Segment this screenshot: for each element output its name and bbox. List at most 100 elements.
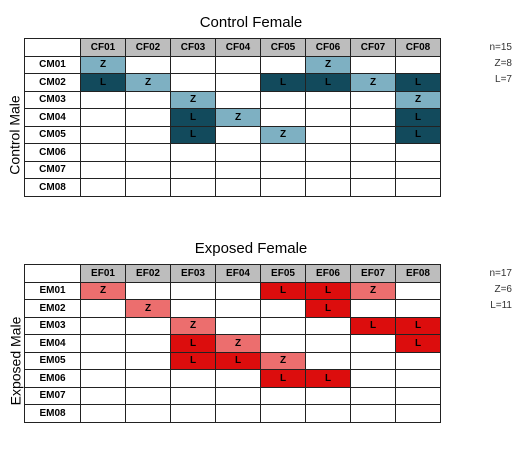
- cell-empty: [170, 299, 216, 318]
- table-row: EM08: [24, 404, 441, 423]
- row-header: CM06: [24, 143, 81, 162]
- cell-empty: [395, 143, 441, 162]
- cell-z: Z: [170, 316, 216, 335]
- column-header: EF08: [395, 264, 441, 283]
- cell-z: Z: [80, 55, 126, 74]
- cell-empty: [80, 299, 126, 318]
- cell-l: L: [170, 351, 216, 370]
- cell-empty: [215, 299, 261, 318]
- table-row: CM05 L Z L: [24, 125, 441, 144]
- row-header: CM04: [24, 108, 81, 127]
- cell-empty: [260, 334, 306, 353]
- cell-z: Z: [350, 281, 396, 300]
- cell-empty: [305, 178, 351, 197]
- cell-empty: [80, 125, 126, 144]
- table-row: CM02 L Z L L Z L: [24, 73, 441, 92]
- cell-empty: [350, 369, 396, 388]
- cell-empty: [125, 334, 171, 353]
- column-header: CF02: [125, 38, 171, 57]
- cell-empty: [350, 160, 396, 179]
- cell-empty: [305, 160, 351, 179]
- cell-empty: [260, 108, 306, 127]
- header-row: CF01 CF02 CF03 CF04 CF05 CF06 CF07 CF08: [24, 38, 441, 57]
- cell-empty: [215, 90, 261, 109]
- row-header: EM08: [24, 404, 81, 423]
- cell-empty: [125, 160, 171, 179]
- cell-empty: [125, 90, 171, 109]
- cell-empty: [395, 178, 441, 197]
- row-header: CM07: [24, 160, 81, 179]
- cell-empty: [170, 281, 216, 300]
- column-header: CF01: [80, 38, 126, 57]
- cell-empty: [260, 316, 306, 335]
- cell-empty: [215, 316, 261, 335]
- stat-label: Z=6: [494, 284, 512, 295]
- column-header: CF04: [215, 38, 261, 57]
- table-row: EM06 L L: [24, 369, 441, 388]
- cell-empty: [395, 369, 441, 388]
- cell-empty: [125, 125, 171, 144]
- cell-empty: [125, 316, 171, 335]
- cell-l: L: [305, 299, 351, 318]
- column-header: CF06: [305, 38, 351, 57]
- cell-empty: [215, 178, 261, 197]
- table-row: CM04 L Z L: [24, 108, 441, 127]
- cell-l: L: [170, 334, 216, 353]
- control-panel: Control Female Control Male CF01 CF02 CF03…: [0, 14, 515, 204]
- cell-empty: [170, 160, 216, 179]
- cell-empty: [350, 178, 396, 197]
- exposed-panel: Exposed Female Exposed Male EF01 EF02 EF03…: [0, 240, 515, 430]
- cell-empty: [350, 108, 396, 127]
- row-header: EM04: [24, 334, 81, 353]
- cell-z: Z: [80, 281, 126, 300]
- stat-label: Z=8: [494, 58, 512, 69]
- cell-empty: [395, 55, 441, 74]
- cell-empty: [170, 386, 216, 405]
- cell-empty: [170, 73, 216, 92]
- row-header: EM01: [24, 281, 81, 300]
- table-row: EM03 Z L L: [24, 316, 441, 335]
- table-row: EM04 L Z L: [24, 334, 441, 353]
- row-header: EM07: [24, 386, 81, 405]
- table-row: EM05 L L Z: [24, 351, 441, 370]
- cell-empty: [350, 334, 396, 353]
- column-header: EF07: [350, 264, 396, 283]
- cell-empty: [80, 316, 126, 335]
- row-header: EM06: [24, 369, 81, 388]
- cell-empty: [305, 125, 351, 144]
- table-row: CM08: [24, 178, 441, 197]
- cell-l: L: [215, 351, 261, 370]
- y-axis-label: Exposed Male: [7, 316, 23, 406]
- cell-empty: [395, 299, 441, 318]
- column-header: CF03: [170, 38, 216, 57]
- cell-z: Z: [305, 55, 351, 74]
- cell-empty: [305, 90, 351, 109]
- row-header: EM03: [24, 316, 81, 335]
- stat-label: L=7: [495, 74, 512, 85]
- column-header: EF05: [260, 264, 306, 283]
- pairing-grid: EF01 EF02 EF03 EF04 EF05 EF06 EF07 EF08 EM01 Z L L Z…: [24, 264, 441, 423]
- column-header: EF04: [215, 264, 261, 283]
- cell-empty: [215, 125, 261, 144]
- cell-empty: [305, 143, 351, 162]
- table-row: CM03 Z Z: [24, 90, 441, 109]
- cell-l: L: [395, 125, 441, 144]
- corner-cell: [24, 38, 81, 57]
- cell-z: Z: [350, 73, 396, 92]
- cell-empty: [125, 369, 171, 388]
- cell-empty: [305, 108, 351, 127]
- cell-l: L: [170, 125, 216, 144]
- row-header: CM08: [24, 178, 81, 197]
- cell-empty: [350, 90, 396, 109]
- cell-empty: [395, 386, 441, 405]
- row-header: EM05: [24, 351, 81, 370]
- cell-empty: [305, 316, 351, 335]
- cell-l: L: [260, 281, 306, 300]
- table-row: EM01 Z L L Z: [24, 281, 441, 300]
- row-header: EM02: [24, 299, 81, 318]
- cell-empty: [215, 143, 261, 162]
- cell-empty: [350, 351, 396, 370]
- cell-z: Z: [125, 73, 171, 92]
- cell-empty: [305, 386, 351, 405]
- cell-l: L: [80, 73, 126, 92]
